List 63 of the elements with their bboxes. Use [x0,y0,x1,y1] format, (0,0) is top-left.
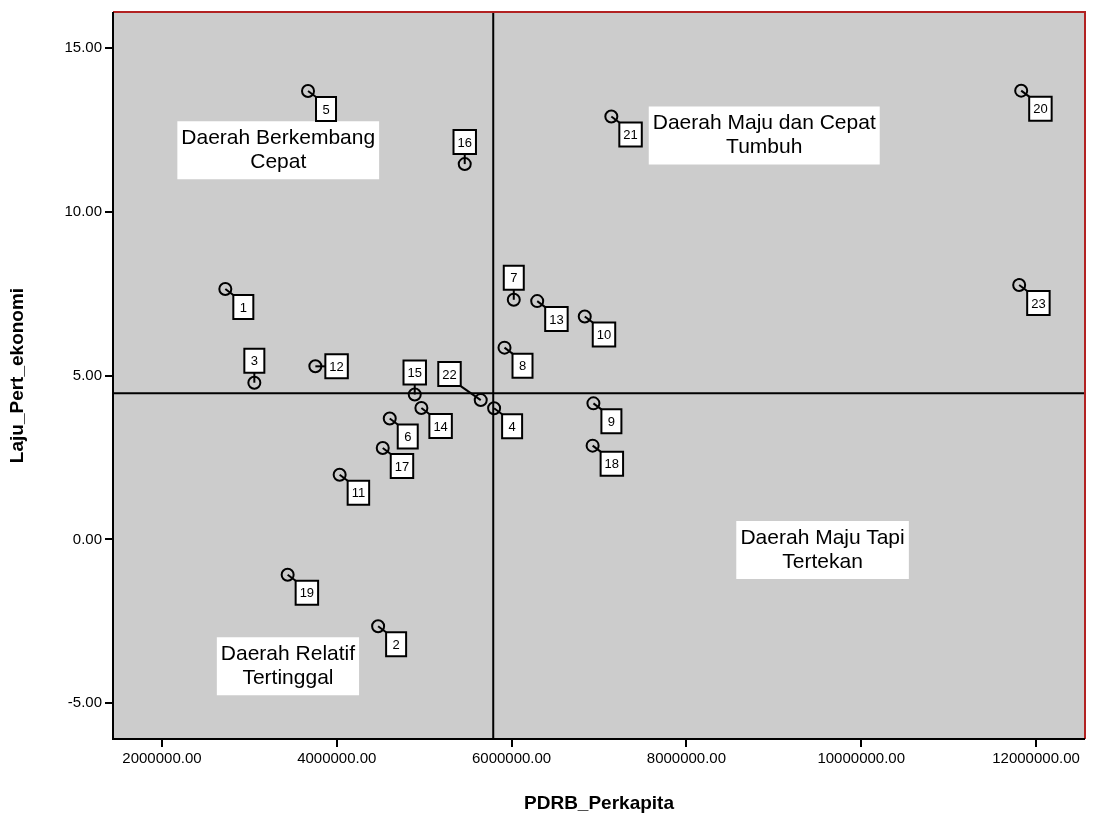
point [473,393,488,408]
point [604,109,619,124]
annotation: 17 [394,458,410,474]
annotation: 13 [549,311,564,327]
x-tick-label: 8000000.00 [646,749,727,767]
point [530,294,545,309]
point [280,567,295,582]
point [1014,83,1029,98]
y-tick-label: 0.00 [72,529,102,547]
point [414,400,429,415]
annotation: 4 [508,418,516,434]
annotation: 5 [322,101,330,117]
point [407,387,422,402]
annotation: 1 [239,299,247,315]
point [332,467,347,482]
annotation: 9 [607,413,616,429]
point [375,440,390,455]
annotation: 23 [1031,295,1046,311]
annotation: 7 [510,270,518,286]
point [218,281,233,296]
annotation: 21 [623,127,638,143]
point [586,396,601,411]
y-tick-label: 5.00 [72,365,102,383]
point [371,619,386,634]
point [308,359,323,374]
point [382,411,397,426]
y-tick-label: 10.00 [64,201,102,219]
y-tick-label: 15.00 [64,37,102,55]
annotation: 8 [518,358,527,374]
x-tick-label: 4000000.00 [297,749,377,767]
point [497,340,512,355]
x-tick-label: 12000000.00 [992,749,1080,767]
point [457,157,472,172]
annotation: Daerah Maju Tapi Tertekan [740,524,905,572]
point [1012,278,1027,293]
point [577,309,592,324]
annotation: 2 [392,636,400,652]
point [585,438,600,453]
annotation: 19 [299,585,315,601]
annotation: 12 [329,358,344,374]
annotation: 10 [596,327,612,343]
y-tick-label: -5.00 [67,693,102,711]
annotation: 15 [407,365,422,381]
annotation: Daerah Berkembang Cepat [181,124,376,172]
annotation: 14 [433,418,448,434]
annotation: Daerah Relatif Tertinggal [220,641,356,689]
x-tick-label: 10000000.00 [817,749,906,767]
point [247,375,262,390]
annotation: 3 [250,353,258,369]
annotation: 11 [351,485,366,501]
annotation: 22 [442,366,457,382]
annotation: Daerah Maju dan Cepat Tumbuh [652,110,876,158]
annotation: 16 [457,134,472,150]
x-axis-title: PDRB_Perkapita [524,791,675,813]
y-axis-title: Laju_Pert_ekonomi [5,287,27,464]
annotation: 6 [404,429,412,445]
x-tick-label: 6000000.00 [471,749,552,767]
x-tick-label: 2000000.00 [122,749,202,767]
point [506,292,521,307]
annotation: 18 [604,456,620,472]
point [487,401,502,416]
point [301,83,316,98]
annotation: 20 [1033,101,1048,117]
